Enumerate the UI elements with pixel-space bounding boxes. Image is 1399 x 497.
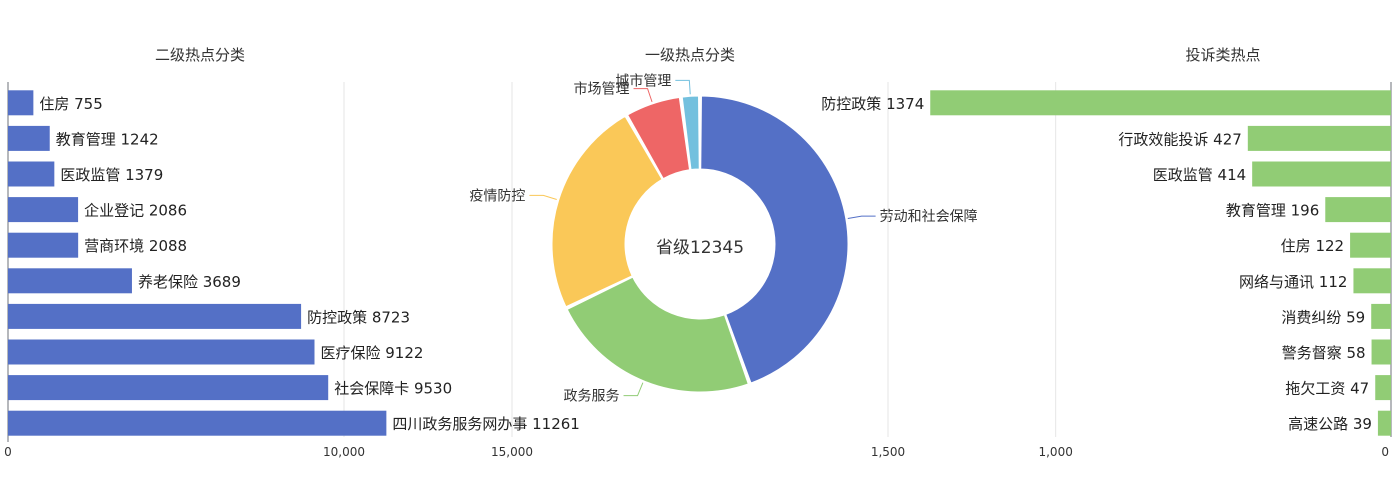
left-bar-label: 医政监管 1379 bbox=[60, 166, 163, 184]
left-bar-label: 社会保障卡 9530 bbox=[334, 380, 452, 398]
left-bar bbox=[8, 90, 34, 116]
left-bar-label: 住房 755 bbox=[39, 95, 102, 113]
donut-slice-label: 劳动和社会保障 bbox=[880, 209, 978, 225]
right-bar bbox=[1375, 375, 1391, 401]
right-bar-label: 行政效能投诉 427 bbox=[1118, 130, 1241, 148]
donut-center-label: 省级12345 bbox=[656, 238, 744, 258]
left-tick-label: 10,000 bbox=[323, 445, 365, 459]
right-bar-label: 防控政策 1374 bbox=[821, 95, 924, 113]
donut-slice bbox=[681, 95, 700, 171]
donut-chart-title: 一级热点分类 bbox=[645, 46, 735, 64]
left-chart-title: 二级热点分类 bbox=[155, 46, 245, 64]
left-bars: 住房 755 教育管理 1242 医政监管 1379 企业登记 2086 营商环境 20… bbox=[8, 90, 580, 436]
right-tick-labels: 1,500 1,000 0 bbox=[871, 445, 1389, 459]
donut-slice bbox=[566, 276, 749, 393]
right-bar-label: 住房 122 bbox=[1281, 237, 1344, 255]
right-bar-label: 警务督察 58 bbox=[1282, 344, 1366, 362]
right-tick-label: 0 bbox=[1381, 445, 1389, 459]
right-bar bbox=[1353, 268, 1391, 294]
right-bar bbox=[930, 90, 1391, 116]
left-bar bbox=[8, 232, 79, 258]
right-bar-label: 网络与通讯 112 bbox=[1239, 273, 1347, 291]
right-tick-label: 1,500 bbox=[871, 445, 905, 459]
right-bar bbox=[1371, 339, 1391, 365]
left-bar-chart: 二级热点分类 住房 755 教育管理 1242 医政监管 1379 企业登记 2086… bbox=[4, 46, 580, 459]
left-bar-label: 防控政策 8723 bbox=[307, 308, 410, 326]
donut-slice-label: 疫情防控 bbox=[469, 188, 525, 204]
left-bar bbox=[8, 161, 55, 187]
donut-slice bbox=[700, 95, 849, 384]
donut-leader-line bbox=[633, 88, 653, 103]
right-bar bbox=[1325, 197, 1391, 223]
donut-slice-label: 城市管理 bbox=[615, 72, 671, 89]
left-tick-labels: 0 10,000 15,000 bbox=[4, 445, 533, 459]
right-bar-label: 教育管理 196 bbox=[1226, 202, 1319, 220]
left-bar bbox=[8, 410, 387, 436]
donut-leader-line bbox=[529, 194, 557, 200]
donut-slice-label: 市场管理 bbox=[574, 81, 630, 98]
right-bar-label: 拖欠工资 47 bbox=[1285, 380, 1369, 398]
left-bar bbox=[8, 125, 50, 151]
donut-leader-line bbox=[675, 79, 691, 95]
donut-slice-label: 政务服务 bbox=[564, 389, 620, 405]
left-bar-label: 四川政务服务网办事 11261 bbox=[392, 415, 580, 433]
donut-slice bbox=[627, 96, 691, 180]
left-bar-label: 养老保险 3689 bbox=[138, 273, 241, 291]
right-bars: 防控政策 1374 行政效能投诉 427 医政监管 414 教育管理 196 住房 12… bbox=[821, 90, 1391, 436]
donut-slice bbox=[551, 115, 663, 308]
right-bar bbox=[1247, 125, 1391, 151]
right-bar bbox=[1371, 303, 1391, 329]
right-tick-label: 1,000 bbox=[1038, 445, 1072, 459]
left-bar-label: 医疗保险 9122 bbox=[320, 344, 423, 362]
left-bar-label: 教育管理 1242 bbox=[56, 130, 159, 148]
donut-leader-line bbox=[623, 382, 644, 397]
left-bar-label: 企业登记 2086 bbox=[84, 202, 187, 220]
left-bar bbox=[8, 375, 329, 401]
left-bar bbox=[8, 197, 79, 223]
donut-leader-line bbox=[847, 215, 876, 219]
right-bar-chart: 投诉类热点 防控政策 1374 行政效能投诉 427 医政监管 414 教育管理 19… bbox=[821, 46, 1392, 459]
right-bar bbox=[1377, 410, 1391, 436]
right-bar bbox=[1252, 161, 1391, 187]
right-bar bbox=[1350, 232, 1391, 258]
left-bar bbox=[8, 303, 302, 329]
left-tick-label: 0 bbox=[4, 445, 12, 459]
left-tick-label: 15,000 bbox=[491, 445, 533, 459]
left-bar bbox=[8, 339, 315, 365]
right-bar-label: 高速公路 39 bbox=[1288, 415, 1372, 433]
left-bar-label: 营商环境 2088 bbox=[84, 237, 187, 255]
right-chart-title: 投诉类热点 bbox=[1185, 46, 1260, 64]
left-bar bbox=[8, 268, 132, 294]
donut-slices bbox=[551, 95, 849, 393]
right-bar-label: 消费纠纷 59 bbox=[1281, 308, 1365, 326]
right-bar-label: 医政监管 414 bbox=[1153, 166, 1246, 184]
